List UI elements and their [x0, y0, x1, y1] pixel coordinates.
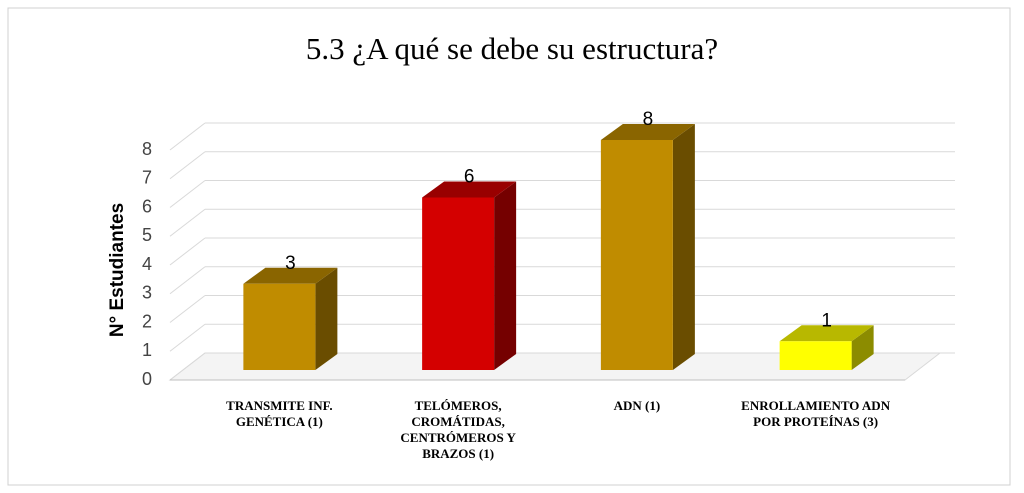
bar-side — [851, 325, 874, 370]
side-grid-line — [169, 208, 206, 237]
y-tick-label: 0 — [142, 369, 152, 389]
x-tick-label: TRANSMITE INF. GENÉTICA (1) — [226, 398, 333, 429]
chart-title: 5.3 ¿A qué se debe su estructura? — [306, 31, 718, 66]
bar — [600, 140, 673, 370]
value-label: 8 — [643, 109, 654, 130]
bar — [422, 197, 495, 370]
bar-side — [494, 181, 517, 370]
side-grid-line — [169, 180, 206, 208]
value-label: 6 — [464, 167, 475, 188]
y-tick-label: 8 — [142, 139, 152, 159]
x-tick-label: TELÓMEROS, CROMÁTIDAS, CENTRÓMEROS Y BRA… — [400, 398, 516, 461]
side-grid-line — [169, 295, 206, 323]
side-grid-line — [169, 151, 206, 180]
y-axis-label: N° Estudiantes — [107, 203, 128, 337]
side-grid-line — [169, 266, 206, 295]
bar-top — [600, 124, 695, 140]
y-tick-label: 4 — [142, 254, 152, 274]
x-tick-label: ENROLLAMIENTO ADN POR PROTEÍNAS (3) — [741, 398, 891, 429]
bar-top — [243, 267, 338, 284]
bar — [779, 341, 852, 370]
bar-top — [779, 325, 874, 342]
side-grid-line — [169, 122, 206, 151]
y-tick-label: 1 — [142, 340, 152, 360]
value-label: 1 — [821, 310, 832, 331]
value-label: 3 — [285, 253, 296, 274]
y-tick-label: 2 — [142, 311, 152, 331]
bar-side — [315, 267, 338, 370]
y-tick-label: 5 — [142, 225, 152, 245]
bar — [243, 283, 316, 370]
x-tick-label: ADN (1) — [613, 398, 661, 413]
side-grid-line — [169, 237, 206, 266]
y-tick-label: 7 — [142, 168, 152, 188]
side-grid-line — [169, 323, 206, 352]
bar-side — [672, 124, 695, 370]
y-tick-label: 3 — [142, 283, 152, 303]
y-tick-label: 6 — [142, 196, 152, 216]
side-grid-line — [169, 352, 206, 381]
bar-top — [422, 181, 517, 198]
